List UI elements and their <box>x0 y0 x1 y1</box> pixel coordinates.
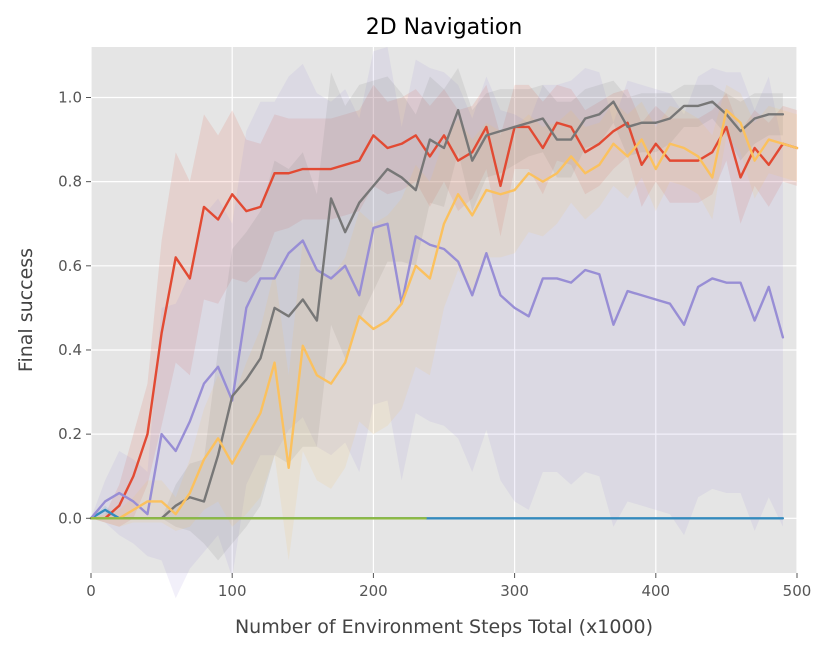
series-lines <box>89 100 799 520</box>
gray-confidence-band <box>91 68 783 561</box>
y-axis-ticks: 0.0 0.2 0.4 0.6 0.8 1.0 <box>58 88 91 527</box>
chart-title: 2D Navigation <box>366 15 523 40</box>
y-tick-label: 0.0 <box>58 509 82 527</box>
x-tick-label: 400 <box>641 582 670 600</box>
y-axis-label: Final success <box>15 248 37 372</box>
y-tick-label: 0.6 <box>58 257 82 275</box>
y-tick-label: 0.2 <box>58 425 82 443</box>
x-tick-label: 0 <box>86 582 96 600</box>
x-tick-label: 300 <box>500 582 529 600</box>
confidence-bands <box>91 47 797 599</box>
red-series-line <box>89 121 799 520</box>
yellow-series-line <box>89 108 799 520</box>
yellow-confidence-band <box>91 84 797 561</box>
gray-series-line <box>89 100 785 520</box>
x-tick-label: 100 <box>218 582 247 600</box>
y-tick-label: 0.4 <box>58 341 82 359</box>
red-confidence-band <box>91 84 797 527</box>
x-axis-label: Number of Environment Steps Total (x1000… <box>235 616 653 638</box>
x-tick-label: 500 <box>783 582 812 600</box>
x-tick-label: 200 <box>359 582 388 600</box>
y-tick-label: 0.8 <box>58 173 82 191</box>
purple-confidence-band <box>91 47 783 599</box>
y-tick-label: 1.0 <box>58 88 82 106</box>
x-axis-ticks: 0 100 200 300 400 500 <box>86 573 811 600</box>
